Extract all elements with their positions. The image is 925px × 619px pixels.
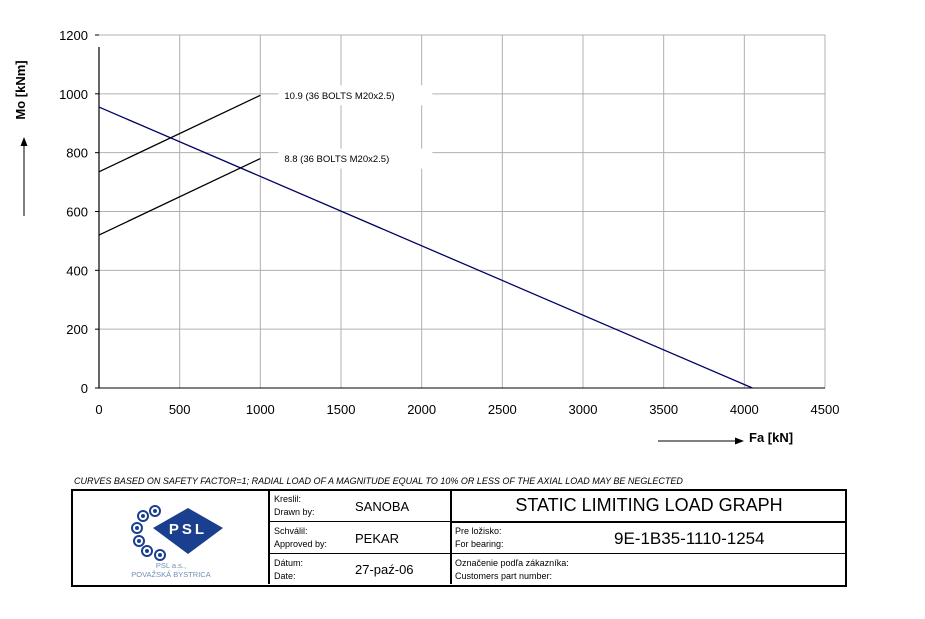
- x-tick-label: 1000: [246, 402, 275, 417]
- logo-diamond-icon: [153, 508, 223, 554]
- tick-labels: 0 500 1000 1500 2000 2500 3000 3500 4000 4500 0 200…: [59, 28, 839, 417]
- approved-by-label: Schválil: Approved by:: [274, 526, 328, 549]
- logo-text: PSL: [169, 521, 207, 538]
- limit-curve: [98, 106, 753, 389]
- psl-logo: PSL PSL a.s., POVAŽSKÁ BYSTRICA: [131, 505, 223, 579]
- series-lines: [98, 94, 753, 389]
- x-axis-label: Fa [kN]: [749, 430, 793, 445]
- series-label: 8.8 (36 BOLTS M20x2.5): [284, 154, 389, 165]
- chart-note: CURVES BASED ON SAFETY FACTOR=1; RADIAL …: [74, 476, 683, 486]
- x-tick-label: 4500: [811, 402, 840, 417]
- title-block: PSL PSL a.s., POVAŽSKÁ BYSTRICA Kreslil:…: [71, 489, 847, 587]
- x-tick-label: 500: [169, 402, 191, 417]
- y-tick-label: 0: [81, 381, 88, 396]
- series-labels: 10.9 (36 BOLTS M20x2.5) 8.8 (36 BOLTS M20…: [278, 85, 433, 169]
- customer-part-label: Označenie podľa zákazníka: Customers par…: [455, 558, 569, 581]
- y-tick-label: 1000: [59, 87, 88, 102]
- bolt-line-2: [98, 157, 261, 236]
- x-axis-arrow: [658, 437, 744, 445]
- load-chart: 0 500 1000 1500 2000 2500 3000 3500 4000 4500 0 200…: [13, 28, 839, 445]
- x-tick-label: 2500: [488, 402, 517, 417]
- date-label: Dátum: Date:: [274, 558, 304, 581]
- x-tick-label: 0: [95, 402, 102, 417]
- x-tick-label: 3500: [649, 402, 678, 417]
- drawn-by-label: Kreslil: Drawn by:: [274, 494, 315, 517]
- x-tick-label: 1500: [327, 402, 356, 417]
- y-tick-label: 400: [66, 263, 88, 278]
- company-name-line1: PSL a.s.,: [156, 561, 186, 570]
- bearing-value: 9E-1B35-1110-1254: [614, 529, 765, 548]
- x-tick-label: 3000: [569, 402, 598, 417]
- company-logo-cell: PSL PSL a.s., POVAŽSKÁ BYSTRICA: [73, 491, 270, 584]
- grid-lines: [99, 34, 826, 388]
- y-tick-label: 1200: [59, 28, 88, 43]
- drawn-by-value: SANOBA: [355, 499, 410, 514]
- bearing-label: Pre ložisko: For bearing:: [455, 526, 504, 549]
- approved-by-value: PEKAR: [355, 531, 400, 546]
- series-label: 10.9 (36 BOLTS M20x2.5): [284, 91, 394, 102]
- company-name-line2: POVAŽSKÁ BYSTRICA: [131, 570, 210, 579]
- y-tick-label: 800: [66, 146, 88, 161]
- axes: [95, 34, 825, 389]
- x-tick-label: 2000: [407, 402, 436, 417]
- y-axis-label: Mo [kNm]: [13, 60, 28, 119]
- y-axis-arrow: [20, 137, 28, 216]
- y-tick-label: 600: [66, 205, 88, 220]
- series-label-bg: [278, 85, 433, 106]
- bolt-line-1: [98, 94, 261, 173]
- date-value: 27-paź-06: [355, 562, 414, 577]
- x-tick-label: 4000: [730, 402, 759, 417]
- series-label-bg: [278, 148, 433, 169]
- y-tick-label: 200: [66, 322, 88, 337]
- graph-title: STATIC LIMITING LOAD GRAPH: [515, 495, 783, 515]
